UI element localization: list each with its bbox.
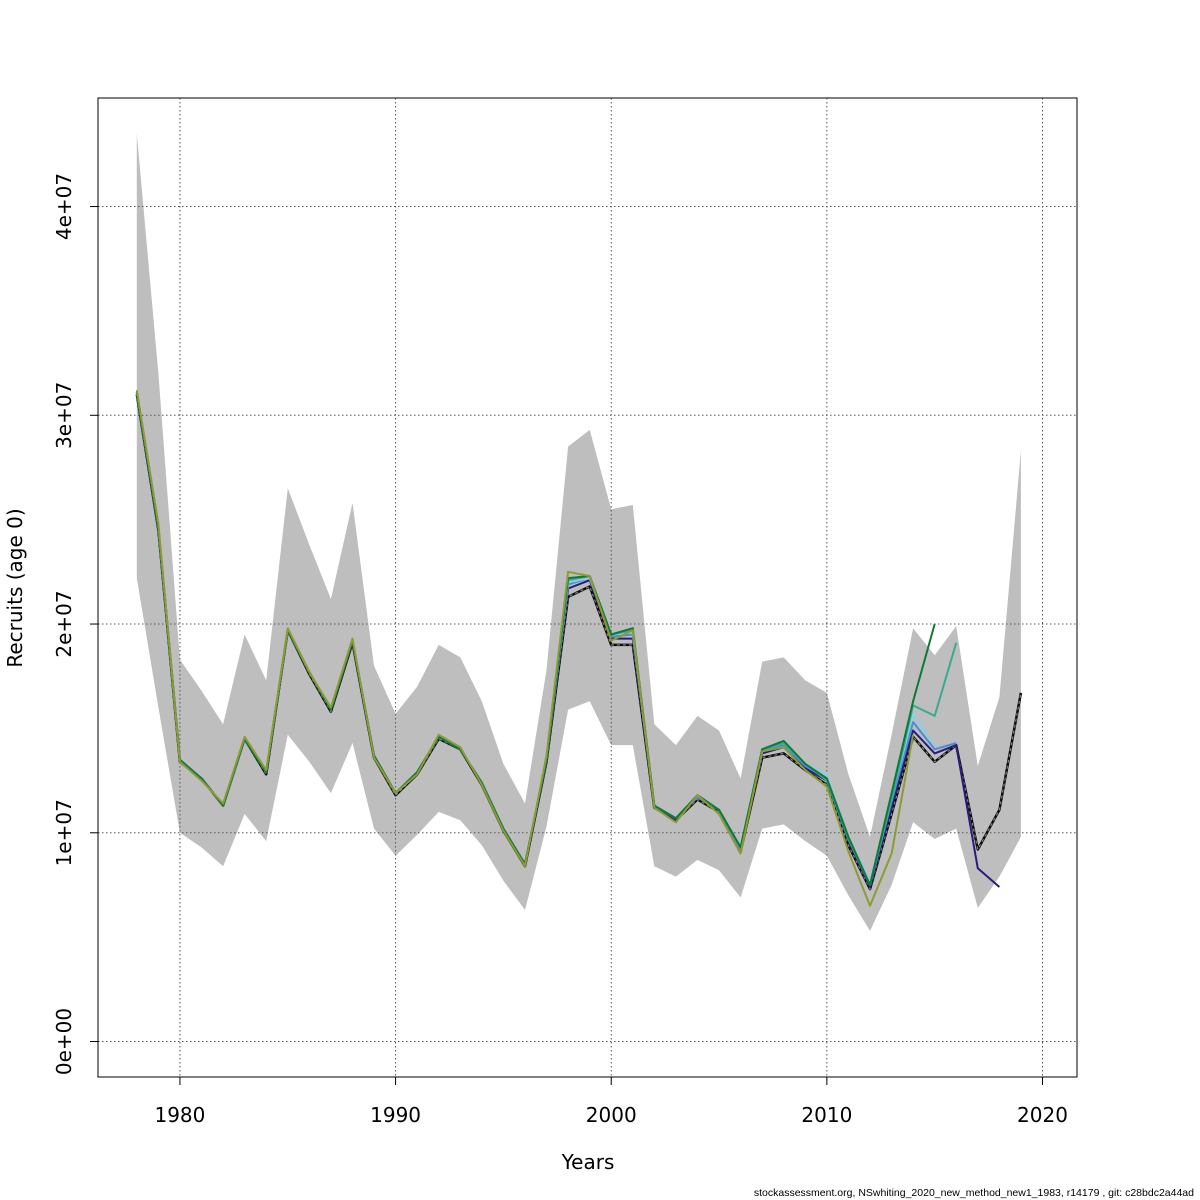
x-axis: 1980 1990 2000 2010 2020 (154, 1077, 1068, 1127)
y-tick-label-0: 0e+00 (52, 1008, 76, 1075)
y-tick-label-2: 2e+07 (52, 590, 76, 657)
x-tick-label-2020: 2020 (1017, 1103, 1068, 1127)
y-axis: 0e+00 1e+07 2e+07 3e+07 4e+07 (52, 173, 98, 1075)
series-line-7 (135, 390, 915, 907)
grid-layer (98, 98, 1077, 1077)
y-tick-label-1: 1e+07 (52, 799, 76, 866)
y-axis-title: Recruits (age 0) (3, 508, 27, 667)
x-tick-label-1980: 1980 (154, 1103, 205, 1127)
confidence-band-layer (136, 133, 1021, 931)
confidence-band (136, 133, 1021, 931)
x-tick-label-1990: 1990 (370, 1103, 421, 1127)
y-tick-label-3: 3e+07 (52, 382, 76, 449)
plot-frame (97, 97, 1078, 1078)
x-tick-label-2010: 2010 (801, 1103, 852, 1127)
x-tick-label-2000: 2000 (586, 1103, 637, 1127)
series-layer (135, 390, 1023, 907)
y-tick-label-4: 4e+07 (52, 173, 76, 240)
footer-credit: stockassessment.org, NSwhiting_2020_new_… (753, 1187, 1194, 1199)
x-axis-title: Years (561, 1150, 615, 1174)
